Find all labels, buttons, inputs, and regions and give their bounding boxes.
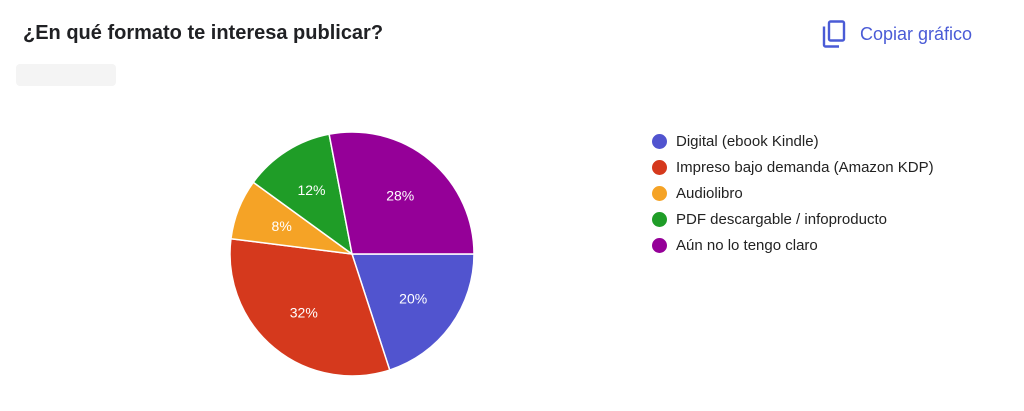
legend-swatch (652, 159, 667, 175)
legend-item-2: Audiolibro (652, 180, 934, 206)
legend-item-3: PDF descargable / infoproducto (652, 206, 934, 232)
pie-slice-label-0: 20% (399, 290, 427, 306)
copy-chart-label: Copiar gráfico (860, 23, 973, 44)
copy-icon (822, 20, 846, 48)
legend-label: Aún no lo tengo claro (676, 236, 818, 254)
pie-slice-3[interactable] (252, 133, 354, 256)
pie-slice-label-3: 12% (297, 182, 325, 198)
legend-label: Digital (ebook Kindle) (676, 132, 819, 150)
legend-item-0: Digital (ebook Kindle) (652, 128, 934, 154)
response-count-placeholder (16, 64, 116, 86)
chart-title: ¿En qué formato te interesa publicar? (23, 22, 384, 44)
legend-item-4: Aún no lo tengo claro (652, 232, 934, 258)
pie-slice-label-2: 8% (272, 218, 292, 234)
legend-label: PDF descargable / infoproducto (676, 210, 887, 228)
pie-slice-0[interactable] (350, 253, 475, 371)
legend-swatch (652, 211, 667, 227)
legend-swatch (652, 185, 667, 201)
pie-slice-label-1: 32% (290, 304, 318, 320)
legend-swatch (652, 237, 667, 253)
pie-slice-label-4: 28% (386, 188, 414, 204)
legend-label: Audiolibro (676, 184, 743, 202)
pie-slice-4[interactable] (328, 131, 475, 255)
legend-label: Impreso bajo demanda (Amazon KDP) (676, 158, 934, 176)
copy-chart-button[interactable]: Copiar gráfico (822, 16, 972, 52)
pie-slice-1[interactable] (229, 237, 391, 377)
chart-legend: Digital (ebook Kindle) Impreso bajo deman… (652, 128, 934, 258)
legend-item-1: Impreso bajo demanda (Amazon KDP) (652, 154, 934, 180)
legend-swatch (652, 133, 667, 149)
